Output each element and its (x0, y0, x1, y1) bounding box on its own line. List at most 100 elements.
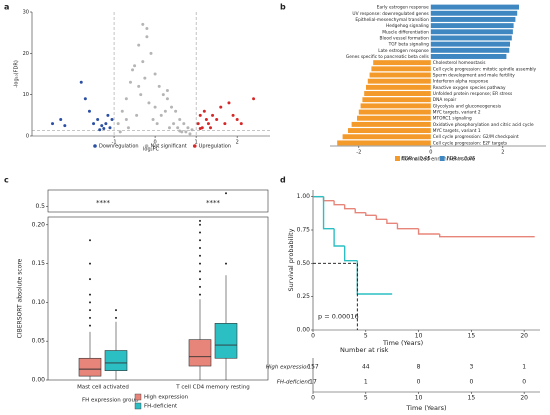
x-tick-label: 10 (415, 395, 423, 402)
point (124, 97, 128, 101)
category-label: Epithelial-mesenchymal transition (355, 17, 429, 23)
bar (373, 60, 431, 66)
x-tick-label: 0 (311, 333, 315, 340)
point (252, 97, 256, 101)
point (145, 27, 149, 31)
category-label: Glycolysis and gluconeogenesis (433, 103, 502, 109)
point (133, 64, 137, 68)
outlier (199, 239, 201, 242)
x-tick-label: -1 (112, 140, 117, 146)
category-label: Cholesterol homeostasis (433, 60, 486, 66)
x-tick-label: 10 (415, 333, 423, 340)
outlier (199, 219, 201, 222)
point (92, 122, 96, 126)
legend-swatch (439, 156, 445, 161)
point (104, 122, 108, 126)
point (227, 101, 231, 105)
survival-step (386, 219, 398, 225)
point (202, 109, 206, 113)
y-tick-label: 0 (26, 134, 29, 140)
outlier (199, 270, 201, 273)
survival-step (375, 215, 387, 221)
bar (357, 115, 431, 121)
point (59, 117, 63, 121)
y-tick-label: 0.25 (297, 293, 311, 300)
bar (337, 140, 431, 146)
x-tick-label: 0 (311, 395, 315, 402)
legend-swatch (134, 393, 142, 401)
legend-label: Upregulation (199, 144, 231, 150)
outlier (115, 316, 117, 319)
outlier (225, 192, 227, 195)
risk-count: 8 (417, 364, 421, 371)
y-tick-label: 10 (23, 92, 29, 98)
point (126, 126, 130, 130)
point (209, 126, 212, 130)
category-label: Blood vessel formation (380, 35, 430, 41)
outlier (199, 278, 201, 281)
point (211, 113, 215, 117)
x-tick-label: -2 (356, 150, 361, 156)
point (239, 122, 243, 126)
x-tick-label: 15 (468, 395, 476, 402)
outlier (199, 231, 201, 234)
survival-step (438, 234, 535, 238)
point (178, 117, 182, 121)
category-label: MYC targets, variant 1 (433, 128, 481, 134)
category-label: TGF beta signaling (388, 42, 429, 48)
point (151, 117, 155, 121)
point (231, 113, 235, 117)
bar (366, 84, 431, 90)
outlier (89, 324, 91, 327)
point (63, 124, 67, 128)
y-tick-label: 0.5 (35, 203, 45, 210)
significance: **** (96, 199, 111, 207)
legend-marker (144, 144, 149, 148)
point (141, 60, 145, 64)
risk-count: 17 (309, 379, 317, 386)
category-label: Reactive oxygen species pathway (433, 85, 506, 91)
point (120, 109, 124, 113)
point (110, 117, 114, 121)
point (165, 97, 169, 101)
legend-label: FH-deficient (144, 404, 178, 410)
survival-step (333, 228, 345, 247)
point (174, 109, 178, 113)
point (145, 35, 149, 39)
bar (430, 29, 513, 35)
outlier (199, 223, 201, 226)
legend-marker (93, 144, 97, 148)
panel-label: b (280, 3, 286, 12)
risk-row-label: FH-deficient (277, 380, 311, 386)
point (116, 122, 120, 126)
p-value: p = 0.00016 (318, 313, 359, 321)
x-tick-label: Mast cell activated (77, 385, 129, 391)
category-label: Oxidative phosphorylation and citric aci… (433, 122, 534, 128)
category-label: Early estrogen response (377, 5, 429, 11)
y-tick-label: 0.75 (297, 227, 311, 234)
outlier (89, 316, 91, 319)
survival-step (343, 204, 356, 210)
risk-row-label: High expression (266, 365, 311, 371)
x-tick-label: 5 (364, 333, 368, 340)
x-tick-label: 0 (429, 150, 432, 156)
bar (369, 72, 431, 78)
point (198, 127, 202, 131)
point (186, 126, 190, 130)
risk-count: 0 (522, 379, 526, 386)
point (157, 84, 161, 88)
point (206, 122, 210, 126)
point (106, 113, 110, 117)
y-tick-label: 0.10 (32, 299, 46, 306)
point (184, 130, 188, 134)
x-tick-label: 2 (501, 150, 504, 156)
category-label: DNA repair (433, 97, 457, 103)
outlier (89, 278, 91, 281)
point (96, 117, 100, 121)
survival-step (417, 228, 440, 235)
point (131, 68, 135, 72)
outlier (89, 262, 91, 265)
y-axis-label: CIBERSORT absolute score (17, 258, 24, 338)
outlier (89, 309, 91, 312)
y-tick-label: 30 (23, 10, 29, 16)
